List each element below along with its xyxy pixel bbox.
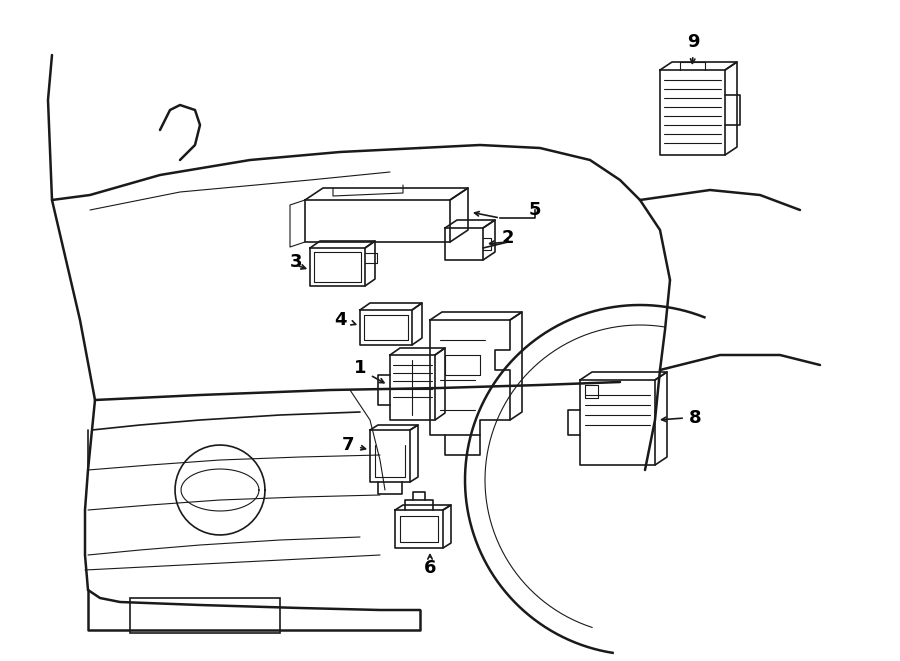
Text: 2: 2 (502, 229, 514, 247)
Text: 8: 8 (688, 409, 701, 427)
Text: 4: 4 (334, 311, 346, 329)
Text: 6: 6 (424, 559, 436, 577)
Text: 7: 7 (342, 436, 355, 454)
Text: 3: 3 (290, 253, 302, 271)
Text: 9: 9 (687, 33, 699, 51)
Text: 1: 1 (354, 359, 366, 377)
Bar (130, 598, 280, 633)
Text: 5: 5 (529, 201, 541, 219)
